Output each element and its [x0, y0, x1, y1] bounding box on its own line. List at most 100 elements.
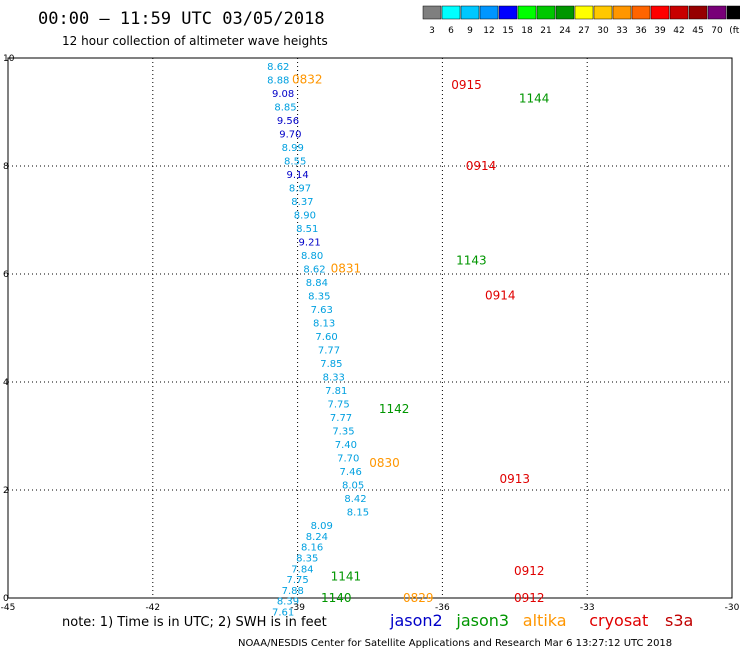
credit-line: NOAA/NESDIS Center for Satellite Applica…: [238, 638, 672, 649]
note: note: 1) Time is in UTC; 2) SWH is in fe…: [62, 615, 327, 630]
scale-label: 27: [578, 26, 589, 36]
scale-swatch: [555, 5, 575, 20]
data-point-label: 8.51: [296, 224, 318, 235]
data-point-label: 8.37: [291, 197, 313, 208]
data-point-label: 9.14: [286, 170, 308, 181]
legend-s3a: s3a: [665, 611, 693, 630]
x-tick-label: -30: [725, 603, 740, 613]
data-point-label: 8.97: [289, 184, 311, 195]
legend-altika: altika: [523, 611, 567, 630]
pass-time-label: 0912: [514, 591, 545, 605]
legend-cryosat: cryosat: [589, 611, 648, 630]
scale-swatch: [479, 5, 499, 20]
data-point-label: 7.40: [335, 440, 357, 451]
pass-time-label: 0913: [500, 472, 531, 486]
scale-label: 18: [521, 26, 533, 36]
data-point-label: 8.13: [313, 319, 335, 330]
pass-time-label: 0829: [403, 591, 434, 605]
pass-time-label: 1143: [456, 254, 487, 268]
legend-jason2: jason2: [389, 611, 443, 630]
time-labels: 0832 0831 0830 0829 0915 0914 0914 0913 0912 0912…: [292, 73, 549, 605]
data-point-label: 8.24: [306, 532, 328, 543]
pass-time-label: 0915: [451, 78, 482, 92]
data-point-label: 8.85: [274, 103, 296, 114]
scale-label: 45: [692, 26, 703, 36]
pass-time-label: 1144: [519, 92, 550, 106]
plot-area: [7, 57, 733, 599]
legend-jason3: jason3: [455, 611, 509, 630]
data-point-label: 7.85: [320, 359, 342, 370]
scale-label: 6: [448, 26, 454, 36]
data-point-label: 8.05: [342, 481, 364, 492]
data-point-label: 9.56: [277, 116, 299, 127]
y-tick-label: 8: [3, 162, 9, 172]
data-point-label: 8.33: [323, 373, 345, 384]
data-point-label: 8.90: [294, 211, 316, 222]
data-point-label: 8.09: [311, 521, 333, 532]
satellite-legend: jason2 jason3 altika cryosat s3a: [389, 611, 693, 630]
scale-swatch: [726, 5, 740, 20]
data-point-label: 8.62: [267, 62, 289, 73]
scale-swatch: [688, 5, 708, 20]
data-point-label: 9.08: [272, 89, 294, 100]
pass-time-label: 0914: [485, 289, 516, 303]
pass-time-label: 1141: [331, 569, 362, 583]
data-point-label: 9.70: [279, 130, 301, 141]
scale-label: 3: [429, 26, 435, 36]
data-point-label: 7.75: [286, 575, 308, 586]
data-point-label: 7.77: [318, 346, 340, 357]
scale-label: 9: [467, 26, 473, 36]
data-point-label: 8.42: [344, 494, 366, 505]
axes: -45 -42 -39 -36 -33 -30 0 2 4 6 8 10: [1, 54, 740, 613]
scale-swatch: [612, 5, 632, 20]
scale-label: 24: [559, 26, 571, 36]
scale-label: 30: [597, 26, 609, 36]
scale-swatch: [650, 5, 670, 20]
chart-subtitle: 12 hour collection of altimeter wave hei…: [62, 34, 328, 48]
data-point-label: 7.61: [272, 608, 294, 619]
scale-swatch: [631, 5, 651, 20]
scale-swatch: [669, 5, 689, 20]
pass-time-label: 0914: [466, 159, 497, 173]
scale-label: 70: [711, 26, 723, 36]
y-tick-label: 10: [3, 54, 15, 64]
x-tick-label: -36: [435, 603, 450, 613]
scale-label: 39: [654, 26, 666, 36]
data-point-label: 7.88: [282, 586, 304, 597]
scale-swatch: [441, 5, 461, 20]
scale-swatch: [422, 5, 442, 20]
scale-label: 33: [616, 26, 627, 36]
data-point-label: 8.15: [347, 508, 369, 519]
data-point-label: 8.80: [301, 251, 323, 262]
data-point-label: 7.70: [337, 454, 359, 465]
pass-time-label: 0830: [369, 456, 400, 470]
scale-label: 15: [502, 26, 513, 36]
y-tick-label: 2: [3, 486, 9, 496]
data-point-label: 8.99: [282, 143, 304, 154]
data-point-label: 7.63: [311, 305, 333, 316]
y-tick-label: 0: [3, 594, 9, 604]
x-tick-label: -45: [1, 603, 16, 613]
pass-time-label: 0831: [331, 262, 362, 276]
data-point-label: 8.62: [303, 265, 325, 276]
scale-swatch: [460, 5, 480, 20]
scale-label: 42: [673, 26, 684, 36]
pass-time-label: 1140: [321, 591, 352, 605]
x-tick-label: -42: [145, 603, 160, 613]
data-point-label: 8.16: [301, 543, 323, 554]
data-point-label: 8.84: [306, 278, 328, 289]
y-tick-label: 6: [3, 270, 9, 280]
data-point-label: 8.39: [277, 597, 299, 608]
data-point-label: 7.46: [340, 467, 362, 478]
scale-swatch: [498, 5, 518, 20]
scale-swatch: [536, 5, 556, 20]
data-point-label: 8.55: [284, 157, 306, 168]
pass-time-label: 0832: [292, 73, 323, 87]
data-point-label: 7.81: [325, 386, 347, 397]
data-point-label: 7.35: [332, 427, 354, 438]
data-point-label: 8.88: [267, 76, 289, 87]
data-point-label: 7.75: [327, 400, 349, 411]
